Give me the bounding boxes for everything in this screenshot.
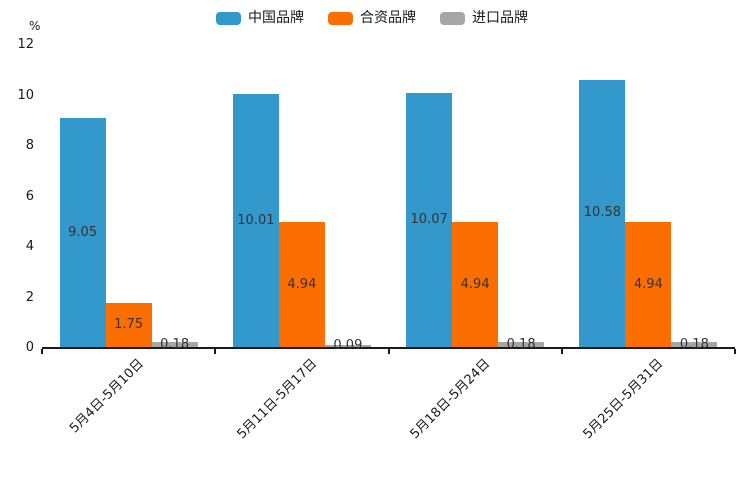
chart-legend: 中国品牌 合资品牌 进口品牌 (0, 8, 744, 28)
bar-value-label: 9.05 (68, 224, 98, 240)
bar-合资品牌 (452, 222, 499, 347)
y-tick-label: 4 (25, 239, 34, 254)
y-tick-label: 0 (25, 340, 34, 355)
bar-进口品牌 (498, 342, 545, 347)
y-tick-label: 6 (25, 188, 34, 204)
legend-swatch-icon (440, 11, 465, 25)
bar-中国品牌 (59, 118, 106, 347)
bar-进口品牌 (671, 342, 718, 347)
bar-合资品牌 (105, 302, 152, 347)
legend-item-label: 合资品牌 (360, 10, 416, 26)
legend-item-label: 进口品牌 (472, 10, 528, 26)
bar-value-label: 0.18 (160, 336, 190, 352)
bar-进口品牌 (324, 344, 371, 347)
y-tick-label: 2 (25, 289, 34, 305)
y-tick-label: 8 (25, 138, 34, 153)
legend-item: 进口品牌 (440, 11, 528, 25)
x-tick-mark (560, 349, 563, 354)
x-tick-mark (734, 349, 736, 354)
bar-中国品牌 (579, 79, 626, 347)
bar-value-label: 0.09 (333, 337, 363, 353)
x-category-label: 5月25日-5月31日 (580, 356, 667, 443)
bar-合资品牌 (278, 222, 325, 347)
x-category-label: 5月11日-5月17日 (233, 356, 320, 443)
legend-swatch-icon (216, 11, 241, 25)
bar-value-label: 4.94 (633, 276, 663, 292)
legend-item: 合资品牌 (328, 11, 416, 25)
x-tick-mark (214, 349, 217, 354)
bar-进口品牌 (151, 342, 198, 347)
bar-value-label: 0.18 (679, 336, 709, 352)
bar-value-label: 4.94 (287, 276, 317, 292)
bar-value-label: 0.18 (506, 336, 536, 352)
legend-item: 中国品牌 (216, 11, 304, 25)
bar-中国品牌 (232, 94, 279, 347)
bar-value-label: 10.58 (583, 205, 621, 221)
bar-value-label: 10.07 (410, 211, 448, 227)
x-category-label: 5月18日-5月24日 (407, 356, 494, 443)
x-axis-line (42, 347, 735, 349)
bar-中国品牌 (406, 92, 453, 347)
bar-value-label: 10.01 (237, 212, 275, 228)
bar-合资品牌 (625, 222, 672, 347)
y-axis-unit-label: % (29, 19, 41, 33)
y-tick-label: 12 (17, 37, 34, 52)
x-tick-mark (41, 349, 43, 354)
x-tick-mark (387, 349, 390, 354)
bar-value-label: 1.75 (114, 316, 144, 332)
bar-value-label: 4.94 (460, 276, 490, 292)
y-tick-label: 10 (17, 87, 34, 103)
legend-item-label: 中国品牌 (248, 10, 304, 26)
x-category-label: 5月4日-5月10日 (66, 356, 147, 437)
legend-swatch-icon (328, 11, 353, 25)
